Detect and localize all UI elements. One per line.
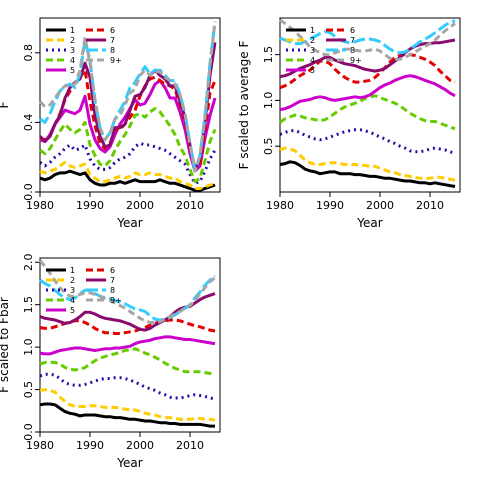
series-line-8 bbox=[279, 19, 456, 55]
series-line-2 bbox=[39, 160, 216, 190]
legend-label: 5 bbox=[70, 66, 75, 75]
panel-3: 1980 1990 2000 2010 0.0 0.5 1.0 1.5 2.0 Year F sca… bbox=[0, 253, 221, 470]
x-tick-label: 2000 bbox=[366, 199, 394, 212]
series-line-7 bbox=[279, 38, 456, 79]
series-line-3 bbox=[39, 141, 217, 185]
series-line-9plus bbox=[38, 259, 216, 324]
legend-label: 5 bbox=[310, 66, 315, 75]
series-line-6 bbox=[39, 318, 216, 335]
y-tick-label: 0.8 bbox=[22, 44, 35, 62]
legend-label: 9+ bbox=[110, 56, 122, 65]
plot-frame bbox=[39, 257, 221, 433]
legend-label: 1 bbox=[70, 266, 75, 275]
legend-label: 8 bbox=[350, 46, 355, 55]
series-line-9plus bbox=[279, 18, 456, 61]
legend-label: 9+ bbox=[110, 296, 122, 305]
series-line-2 bbox=[279, 146, 456, 182]
legend-label: 4 bbox=[310, 56, 315, 65]
series-line-9plus bbox=[38, 21, 217, 173]
legend-label: 3 bbox=[310, 46, 315, 55]
y-axis-label: F bbox=[0, 101, 11, 108]
y-tick-label: 0.5 bbox=[262, 137, 275, 155]
legend-label: 2 bbox=[70, 276, 75, 285]
series-line-4 bbox=[279, 94, 456, 131]
x-tick-label: 1990 bbox=[76, 439, 104, 452]
series-line-3 bbox=[279, 128, 456, 155]
legend-label: 1 bbox=[310, 26, 315, 35]
legend-label: 5 bbox=[70, 306, 75, 315]
legend-label: 7 bbox=[350, 36, 355, 45]
y-tick-label: 2.0 bbox=[22, 253, 35, 271]
y-tick-label: 1.5 bbox=[262, 46, 275, 64]
x-tick-label: 2010 bbox=[416, 199, 444, 212]
y-tick-label: 0.0 bbox=[22, 423, 35, 441]
x-axis-label: Year bbox=[356, 216, 382, 230]
y-tick-label: 0.4 bbox=[22, 114, 35, 131]
series-line-1 bbox=[279, 160, 456, 188]
x-axis-label: Year bbox=[116, 456, 142, 470]
series-line-1 bbox=[39, 402, 215, 428]
legend-label: 6 bbox=[110, 266, 115, 275]
x-tick-label: 2010 bbox=[176, 199, 204, 212]
legend-label: 9+ bbox=[350, 56, 362, 65]
legend-label: 8 bbox=[110, 286, 115, 295]
x-tick-label: 1980 bbox=[26, 439, 54, 452]
panel-2: 1980 1990 2000 2010 0.5 1.0 1.5 Year F scaled to… bbox=[237, 17, 461, 230]
x-tick-label: 1980 bbox=[26, 199, 54, 212]
series-line-6 bbox=[279, 53, 456, 90]
x-tick-label: 1980 bbox=[266, 199, 294, 212]
x-tick-label: 1990 bbox=[316, 199, 344, 212]
y-tick-label: 1.5 bbox=[22, 296, 35, 314]
y-axis-label: F scaled to average F bbox=[237, 41, 251, 170]
plot-frame bbox=[279, 17, 461, 193]
series-line-4 bbox=[39, 347, 216, 376]
legend-label: 6 bbox=[350, 26, 355, 35]
y-tick-label: 1.0 bbox=[22, 338, 35, 356]
legend-label: 2 bbox=[70, 36, 75, 45]
legend-label: 7 bbox=[110, 36, 115, 45]
legend-label: 8 bbox=[110, 46, 115, 55]
x-tick-label: 2010 bbox=[176, 439, 204, 452]
series-line-5 bbox=[39, 335, 216, 356]
y-axis-label: F scaled to Fbar bbox=[0, 297, 11, 393]
series-line-8 bbox=[39, 274, 216, 322]
legend-label: 3 bbox=[70, 46, 75, 55]
series-line-4 bbox=[39, 107, 217, 184]
series-line-3 bbox=[39, 372, 216, 401]
legend-label: 6 bbox=[110, 26, 115, 35]
legend-label: 2 bbox=[310, 36, 315, 45]
series-line-5 bbox=[279, 74, 456, 112]
series-line-2 bbox=[39, 388, 216, 422]
legend-label: 7 bbox=[110, 276, 115, 285]
y-tick-label: 0.5 bbox=[22, 381, 35, 399]
x-tick-label: 1990 bbox=[76, 199, 104, 212]
plot-frame bbox=[39, 17, 221, 193]
y-tick-label: 0.0 bbox=[22, 183, 35, 201]
x-tick-label: 2000 bbox=[126, 439, 154, 452]
legend-label: 4 bbox=[70, 296, 75, 305]
x-axis-label: Year bbox=[116, 216, 142, 230]
x-tick-label: 2000 bbox=[126, 199, 154, 212]
legend-label: 4 bbox=[70, 56, 75, 65]
legend-label: 3 bbox=[70, 286, 75, 295]
legend-label: 1 bbox=[70, 26, 75, 35]
series-line-1 bbox=[39, 169, 216, 192]
y-tick-label: 1.0 bbox=[262, 92, 275, 110]
